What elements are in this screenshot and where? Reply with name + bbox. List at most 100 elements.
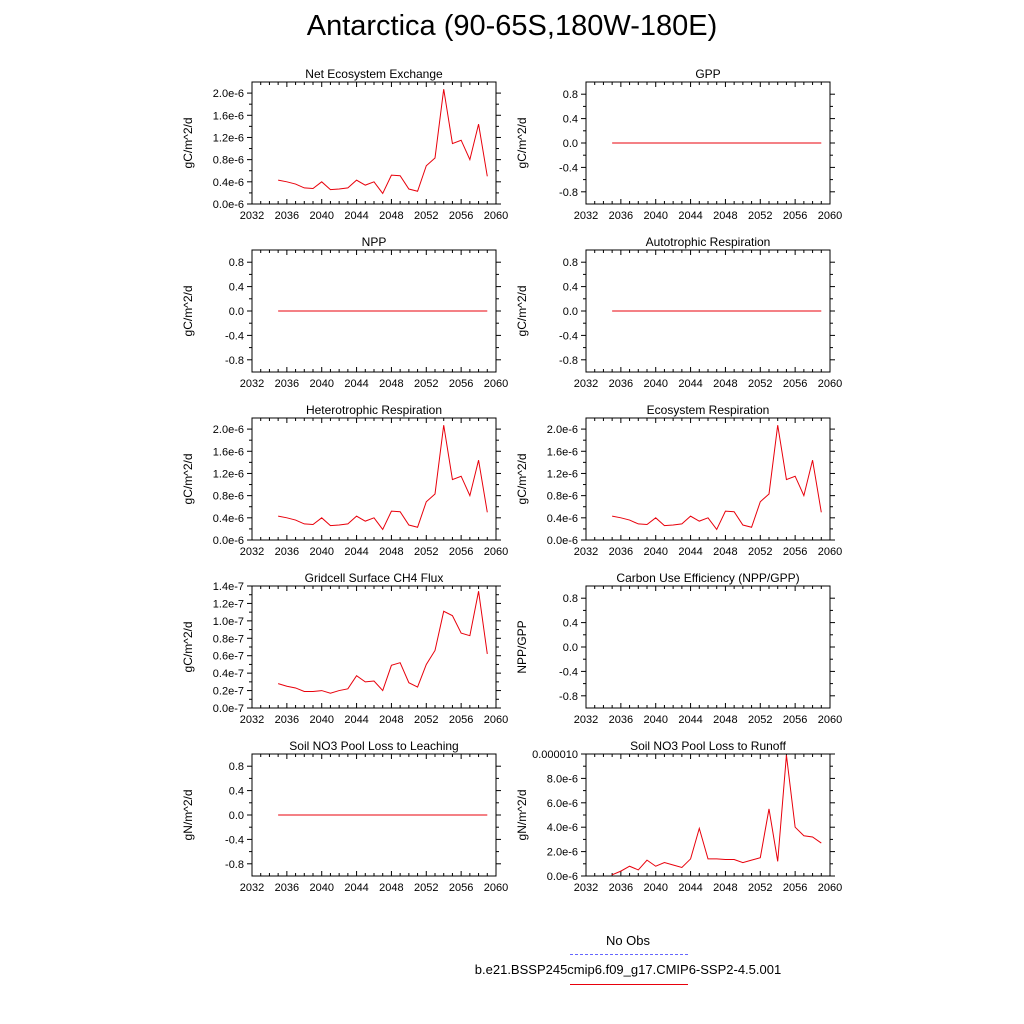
y-tick-label: -0.4 (225, 834, 244, 846)
chart-title: Ecosystem Respiration (647, 403, 770, 417)
chart-panel-0: Net Ecosystem Exchange 2032 2036 2040 2044 20… (181, 67, 508, 222)
x-tick-label: 2036 (609, 546, 633, 558)
x-tick-label: 2052 (748, 882, 772, 894)
y-axis-label: gC/m^2/d (515, 454, 529, 505)
x-tick-label: 2056 (783, 546, 807, 558)
series-line-0 (611, 755, 822, 876)
x-tick-label: 2040 (309, 714, 333, 726)
x-tick-label: 2040 (643, 714, 667, 726)
y-axis-label: NPP/GPP (515, 620, 529, 673)
x-tick-label: 2060 (818, 546, 842, 558)
page-title: Antarctica (90-65S,180W-180E) (306, 10, 718, 42)
chart-title: NPP (362, 235, 387, 249)
series-line-0 (278, 425, 488, 531)
x-tick-label: 2060 (484, 210, 508, 222)
y-tick-label: 0.0 (563, 138, 578, 150)
x-tick-label: 2052 (748, 546, 772, 558)
x-tick-label: 2040 (309, 378, 333, 390)
chart-title: Soil NO3 Pool Loss to Leaching (289, 739, 458, 753)
x-tick-label: 2044 (344, 546, 368, 558)
y-tick-label: 0.0e-6 (213, 535, 244, 547)
y-tick-label: -0.4 (559, 162, 578, 174)
y-tick-label: 2.0e-6 (213, 88, 244, 100)
x-tick-label: 2040 (309, 882, 333, 894)
x-tick-label: 2060 (484, 714, 508, 726)
y-tick-label: 0.8e-6 (213, 155, 244, 167)
plot-frame (585, 81, 831, 205)
plot-frame (585, 585, 831, 709)
x-tick-label: 2044 (678, 210, 702, 222)
y-tick-label: 0.0e-6 (547, 871, 578, 883)
y-tick-label: 0.6e-7 (213, 651, 244, 663)
chart-panel-8: Soil NO3 Pool Loss to Leaching 2032 2036 20… (181, 739, 508, 894)
x-tick-label: 2036 (609, 378, 633, 390)
x-tick-label: 2048 (713, 378, 737, 390)
y-tick-label: 8.0e-6 (547, 773, 578, 785)
x-tick-label: 2040 (643, 546, 667, 558)
x-tick-label: 2032 (240, 210, 264, 222)
y-tick-label: -0.8 (559, 187, 578, 199)
y-tick-label: 0.8 (229, 257, 244, 269)
y-tick-label: -0.8 (225, 859, 244, 871)
y-tick-label: 0.4 (229, 786, 244, 798)
x-tick-label: 2044 (344, 210, 368, 222)
y-tick-label: 0.0 (229, 810, 244, 822)
chart-panel-9: Soil NO3 Pool Loss to Runoff 2032 2036 2040… (515, 739, 842, 894)
x-tick-label: 2036 (275, 210, 299, 222)
x-tick-label: 2044 (678, 882, 702, 894)
plot-frame (585, 249, 831, 373)
x-tick-label: 2048 (713, 210, 737, 222)
x-tick-label: 2048 (379, 882, 403, 894)
x-tick-label: 2060 (818, 882, 842, 894)
y-axis-label: gC/m^2/d (181, 622, 195, 673)
y-tick-label: -0.8 (559, 691, 578, 703)
x-tick-label: 2060 (818, 714, 842, 726)
chart-title: Gridcell Surface CH4 Flux (305, 571, 444, 585)
plot-frame (251, 417, 497, 541)
y-tick-label: 0.0e-6 (213, 199, 244, 211)
y-tick-label: 1.6e-6 (547, 446, 578, 458)
y-tick-label: 0.0 (563, 642, 578, 654)
chart-panel-2: NPP 2032 2036 2040 2044 2048 2052 2056 2060 -0.8 -… (181, 235, 508, 390)
chart-panel-6: Gridcell Surface CH4 Flux 2032 2036 2040 204… (181, 571, 508, 726)
y-tick-label: 4.0e-6 (547, 822, 578, 834)
chart-panel-5: Ecosystem Respiration 2032 2036 2040 2044 204… (515, 403, 842, 558)
x-tick-label: 2048 (379, 546, 403, 558)
y-tick-label: -0.8 (559, 355, 578, 367)
series-line-0 (612, 425, 822, 531)
y-tick-label: -0.4 (559, 666, 578, 678)
x-tick-label: 2056 (449, 546, 473, 558)
chart-title: Autotrophic Respiration (646, 235, 771, 249)
y-tick-label: 1.2e-6 (213, 132, 244, 144)
y-tick-label: 0.0e-6 (547, 535, 578, 547)
x-tick-label: 2056 (783, 882, 807, 894)
x-tick-label: 2056 (783, 210, 807, 222)
y-tick-label: 0.4 (563, 114, 578, 126)
y-tick-label: 1.4e-7 (213, 581, 244, 593)
y-tick-label: 0.8 (563, 257, 578, 269)
plot-frame (585, 753, 831, 877)
x-tick-label: 2036 (275, 546, 299, 558)
series-line-0 (278, 89, 488, 195)
x-tick-label: 2048 (713, 546, 737, 558)
x-tick-label: 2032 (240, 378, 264, 390)
x-tick-label: 2032 (240, 882, 264, 894)
chart-title: Heterotrophic Respiration (306, 403, 442, 417)
x-tick-label: 2036 (609, 714, 633, 726)
y-tick-label: 1.2e-7 (213, 598, 244, 610)
x-tick-label: 2036 (609, 882, 633, 894)
y-tick-label: 0.4 (563, 618, 578, 630)
x-tick-label: 2040 (309, 546, 333, 558)
x-tick-label: 2032 (574, 210, 598, 222)
y-tick-label: 0.8 (229, 761, 244, 773)
y-tick-label: 6.0e-6 (547, 798, 578, 810)
x-tick-label: 2044 (678, 714, 702, 726)
x-tick-label: 2032 (574, 546, 598, 558)
series-line-0 (277, 591, 488, 694)
x-tick-label: 2060 (818, 210, 842, 222)
y-axis-label: gC/m^2/d (515, 286, 529, 337)
x-tick-label: 2052 (414, 714, 438, 726)
chart-panel-4: Heterotrophic Respiration 2032 2036 2040 204… (181, 403, 508, 558)
x-tick-label: 2044 (344, 378, 368, 390)
